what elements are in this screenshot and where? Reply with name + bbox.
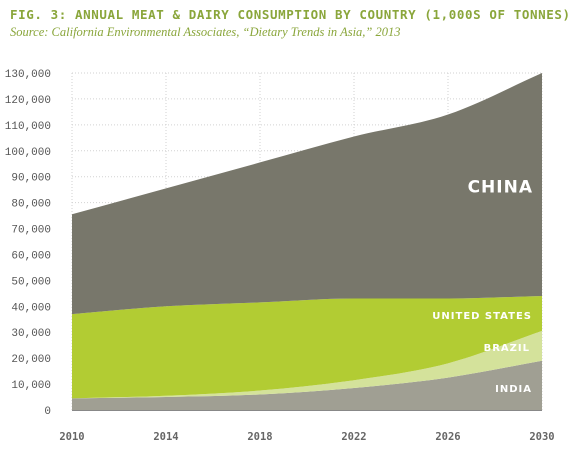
x-tick-label: 2014: [153, 431, 178, 443]
chart-title: FIG. 3: ANNUAL MEAT & DAIRY CONSUMPTION …: [10, 7, 570, 22]
y-tick-label: 80,000: [11, 199, 51, 211]
series-label-united-states: UNITED STATES: [432, 311, 532, 322]
y-tick-label: 100,000: [5, 147, 51, 159]
x-tick-label: 2026: [435, 431, 460, 443]
y-tick-label: 10,000: [11, 380, 51, 392]
y-tick-label: 130,000: [5, 69, 51, 81]
y-tick-label: 70,000: [11, 225, 51, 237]
y-tick-label: 60,000: [11, 250, 51, 262]
area-india: [72, 360, 542, 410]
y-tick-label: 110,000: [5, 121, 51, 133]
x-tick-label: 2022: [341, 431, 366, 443]
y-tick-label: 0: [44, 406, 51, 418]
x-tick-label: 2018: [247, 431, 272, 443]
y-tick-label: 50,000: [11, 276, 51, 288]
area-brazil: [72, 330, 542, 399]
area-united-states: [72, 295, 542, 399]
series-label-china: CHINA: [468, 178, 533, 198]
y-tick-label: 30,000: [11, 328, 51, 340]
x-tick-label: 2030: [529, 431, 554, 443]
y-tick-label: 40,000: [11, 302, 51, 314]
series-label-india: INDIA: [495, 384, 532, 395]
y-tick-label: 120,000: [5, 95, 51, 107]
chart-subtitle: Source: California Environmental Associa…: [10, 25, 401, 39]
area-china: [72, 73, 542, 315]
y-tick-label: 90,000: [11, 173, 51, 185]
series-label-brazil: BRAZIL: [484, 343, 530, 354]
x-tick-label: 2010: [59, 431, 84, 443]
y-tick-label: 20,000: [11, 354, 51, 366]
